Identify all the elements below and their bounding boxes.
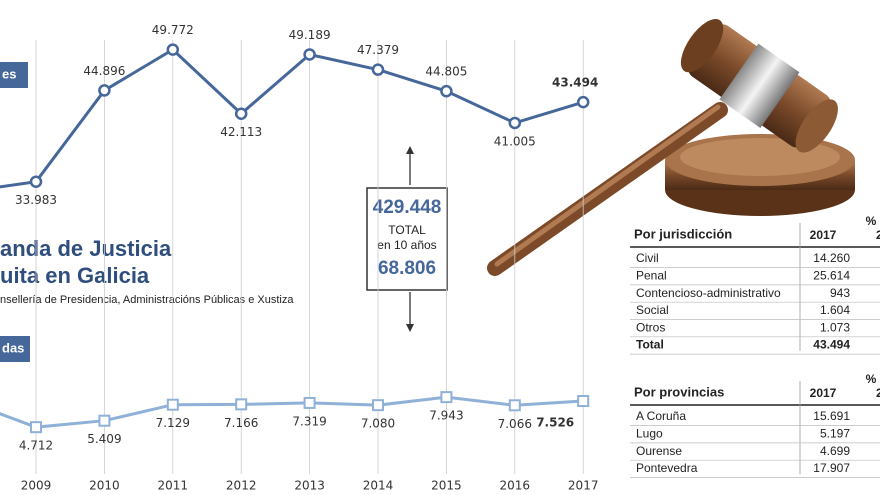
title-line: uita en Galicia <box>0 263 150 288</box>
row-value: 17.907 <box>813 461 850 475</box>
row-value: 43.494 <box>813 338 850 352</box>
row-value: 1.604 <box>820 303 850 317</box>
x-tick-label: 2017 <box>568 479 599 493</box>
row-label: Otros <box>636 320 665 334</box>
point <box>303 396 316 409</box>
x-tick-label: 2010 <box>89 479 120 493</box>
point <box>372 399 384 412</box>
row-value: 5.197 <box>820 426 850 440</box>
series-line <box>0 395 584 429</box>
value-label: 7.066 <box>498 417 532 431</box>
column-header: % <box>866 372 877 386</box>
point <box>371 63 385 76</box>
value-label: 7.080 <box>361 417 395 431</box>
x-tick-label: 2011 <box>158 479 189 493</box>
point <box>234 107 248 120</box>
value-label: 7.129 <box>156 416 190 430</box>
point <box>576 95 590 109</box>
value-label: 49.189 <box>289 28 331 42</box>
total-second: 68.806 <box>378 258 436 279</box>
row-label: Total <box>636 338 664 352</box>
total-box: 429.448 TOTAL en 10 años 68.806 <box>366 146 448 332</box>
column-header: % <box>866 214 877 228</box>
value-label: 44.896 <box>83 64 125 78</box>
value-label: 47.379 <box>357 43 399 57</box>
row-value: 1.073 <box>820 320 850 334</box>
point <box>166 398 179 411</box>
value-label: 44.805 <box>425 65 467 79</box>
row-label: Social <box>636 303 669 317</box>
column-header: 2 <box>876 386 880 400</box>
series-tag: es <box>2 66 16 81</box>
row-value: 14.260 <box>813 251 850 265</box>
subtitle: nsellería de Presidencia, Administración… <box>0 294 294 306</box>
row-label: Penal <box>636 268 667 282</box>
value-label: 43.494 <box>552 76 598 90</box>
value-label: 42.113 <box>220 125 262 139</box>
point <box>98 414 111 427</box>
point <box>166 43 180 56</box>
row-value: 15.691 <box>813 409 850 423</box>
row-label: Contencioso-administrativo <box>636 286 781 300</box>
value-label: 4.712 <box>19 439 53 453</box>
series-tag-box <box>0 336 30 362</box>
value-label: 5.409 <box>87 432 121 446</box>
row-label: A Coruña <box>636 409 686 423</box>
value-label: 7.166 <box>224 416 258 430</box>
row-label: Civil <box>636 251 659 265</box>
x-tick-label: 2016 <box>500 479 531 493</box>
x-tick-label: 2012 <box>226 479 257 493</box>
column-header: 2017 <box>810 228 837 242</box>
value-label: 7.526 <box>536 416 574 430</box>
table-title: Por jurisdicción <box>634 226 732 241</box>
point <box>440 391 453 404</box>
column-header: 2017 <box>810 386 837 400</box>
point <box>30 421 42 434</box>
point <box>508 399 521 412</box>
x-tick-label: 2013 <box>294 479 325 493</box>
value-label: 49.772 <box>152 23 194 37</box>
line-chart: 2009 2010 2011 2012 2013 2014 2015 2016 2017 33.9… <box>0 23 599 493</box>
row-label: Lugo <box>636 426 663 440</box>
column-header: 2 <box>876 228 880 242</box>
row-value: 4.699 <box>820 444 850 458</box>
title-line: anda de Justicia <box>0 236 172 261</box>
point <box>508 116 522 130</box>
series-line <box>0 47 584 189</box>
total-first: 429.448 <box>373 197 442 218</box>
value-label: 7.319 <box>292 414 326 428</box>
value-label: 33.983 <box>15 193 57 207</box>
row-label: Ourense <box>636 444 682 458</box>
table-title: Por provincias <box>634 384 724 399</box>
point <box>440 84 453 98</box>
series-tag: das <box>2 340 24 355</box>
gavel-illustration <box>487 19 855 276</box>
series-tag-box <box>0 62 28 88</box>
point <box>235 398 248 411</box>
total-period: en 10 años <box>377 238 436 252</box>
row-label: Pontevedra <box>636 461 698 475</box>
point <box>577 395 590 408</box>
total-label: TOTAL <box>388 223 426 237</box>
x-tick-label: 2014 <box>363 479 394 493</box>
x-tick-label: 2015 <box>431 479 462 493</box>
value-label: 41.005 <box>494 134 536 148</box>
x-tick-label: 2009 <box>21 479 52 493</box>
row-value: 943 <box>830 286 850 300</box>
point <box>98 84 111 97</box>
value-label: 7.943 <box>429 409 463 423</box>
point <box>29 175 43 188</box>
point <box>303 48 316 61</box>
row-value: 25.614 <box>813 268 850 282</box>
